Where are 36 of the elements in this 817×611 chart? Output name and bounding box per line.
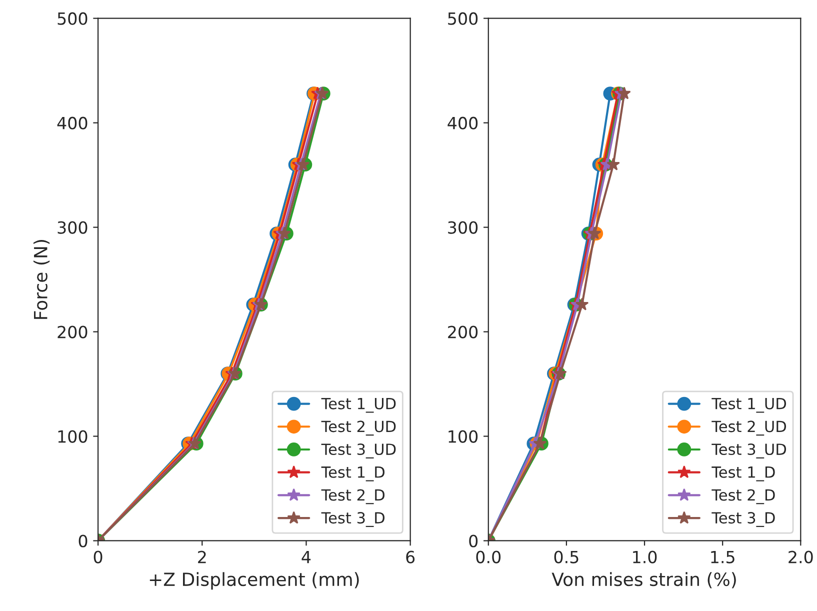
legend-label: Test 3_D — [321, 512, 384, 527]
legend-label: Test 3_UD — [712, 443, 786, 458]
y-axis-title: Force (N) — [33, 240, 50, 319]
x-axis-title: +Z Displacement (mm) — [150, 572, 359, 590]
y-tick-label: 400 — [448, 116, 478, 130]
x-axis-title: Von mises strain (%) — [552, 572, 736, 588]
y-tick-label: 100 — [448, 430, 478, 443]
legend-label: Test 1_UD — [712, 398, 786, 413]
y-tick-label: 400 — [57, 116, 88, 130]
x-tick-label: 6 — [406, 550, 415, 564]
x-tick-label: 0.0 — [476, 550, 501, 564]
x-tick-label: 1.5 — [711, 550, 734, 564]
x-tick-label: 0.5 — [554, 550, 578, 564]
x-tick-label: 1.0 — [633, 550, 657, 564]
y-tick-label: 500 — [448, 12, 478, 25]
legend-label: Test 1_D — [712, 466, 775, 482]
x-tick-label: 0 — [94, 550, 102, 564]
x-tick-label: 2.0 — [788, 550, 813, 564]
legend-label: Test 1_UD — [321, 398, 396, 413]
x-tick-label: 4 — [302, 550, 311, 564]
legend-label: Test 3_D — [712, 512, 775, 527]
legend-label: Test 2_D — [712, 489, 775, 504]
legend-label: Test 2_D — [321, 489, 384, 504]
y-tick-label: 0 — [78, 534, 88, 548]
y-tick-label: 0 — [469, 534, 478, 548]
legend-label: Test 3_UD — [321, 443, 396, 458]
y-tick-label: 500 — [58, 12, 88, 25]
y-tick-label: 300 — [448, 221, 478, 234]
y-tick-label: 200 — [58, 326, 88, 338]
legend-label: Test 2_UD — [712, 420, 786, 436]
legend-label: Test 1_D — [321, 466, 384, 482]
y-tick-label: 100 — [58, 430, 88, 443]
y-tick-label: 300 — [58, 221, 88, 234]
legend-label: Test 2_UD — [321, 420, 396, 436]
y-tick-label: 200 — [448, 326, 478, 338]
x-tick-label: 2 — [198, 550, 206, 564]
